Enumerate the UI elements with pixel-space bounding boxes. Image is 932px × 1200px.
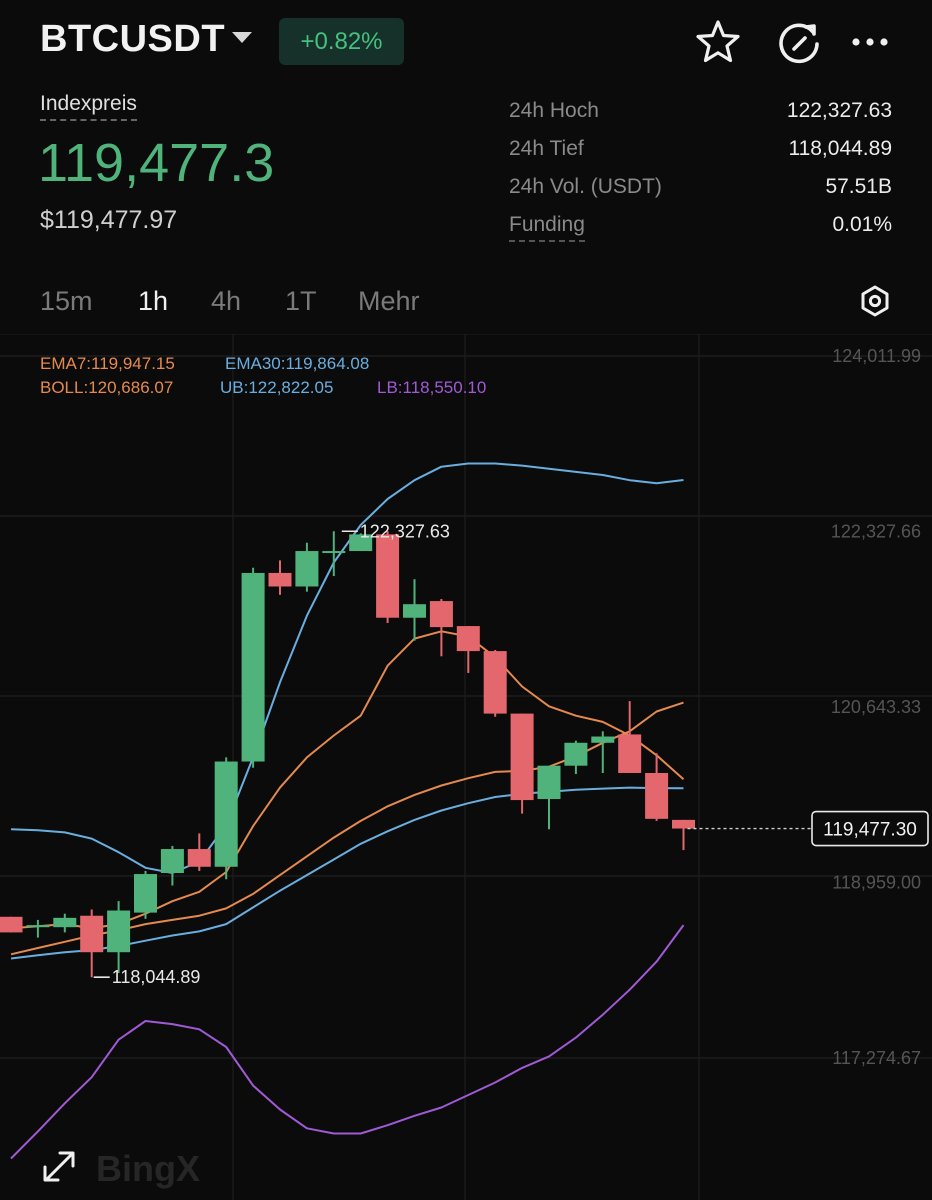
usd-price: $119,477.97 (40, 206, 178, 234)
candle-body (591, 736, 615, 743)
candle-body (214, 761, 238, 867)
stat-label-funding[interactable]: Funding (509, 213, 585, 242)
indicator-ema7: EMA7:119,947.15 (40, 354, 175, 373)
indicator-line-lb (10, 924, 685, 1160)
price-markers: 122,327.63 118,044.89 119,477.30 (93, 521, 929, 987)
candle (349, 533, 373, 552)
candle-body (537, 765, 561, 800)
candle-body (564, 742, 588, 766)
candle (672, 819, 695, 851)
candle (187, 833, 211, 871)
candle-body (268, 572, 292, 587)
candle-body (295, 551, 319, 587)
stat-label-24h-low: 24h Tief (509, 137, 584, 160)
y-axis-labels: 124,011.99 122,327.66 120,643.33 118,959.00… (831, 346, 921, 1068)
star-icon[interactable] (694, 18, 742, 66)
candle (322, 531, 346, 577)
candle-body (456, 626, 480, 652)
candle (564, 740, 588, 775)
candle-body (107, 910, 131, 953)
candle-body (403, 604, 426, 618)
candle (403, 579, 426, 641)
share-refresh-icon[interactable] (776, 18, 824, 66)
y-axis-tick-label: 120,643.33 (831, 697, 921, 717)
candle-body (0, 916, 23, 933)
candle (376, 531, 400, 623)
watermark-logo: BingX (96, 1148, 200, 1189)
candle-body (349, 534, 373, 552)
candle (0, 916, 23, 933)
indicator-line-ub (10, 462, 684, 874)
candle (429, 598, 453, 657)
candle (268, 560, 292, 595)
tab-timeframe-1h[interactable]: 1h (138, 286, 169, 316)
candles (0, 531, 695, 978)
candlestick-chart[interactable]: BingX 124,011.99 122,327.66 120,643.33 118,… (0, 334, 932, 1200)
tab-timeframe-1t[interactable]: 1T (285, 286, 317, 316)
candle-body (618, 734, 642, 773)
tab-timeframe-4h[interactable]: 4h (211, 286, 242, 316)
candle-body (376, 534, 400, 618)
tab-timeframe-15m[interactable]: 15m (40, 286, 93, 316)
candle (241, 567, 265, 768)
index-price-label[interactable]: Indexpreis (40, 92, 137, 121)
candle (645, 753, 669, 821)
y-axis-tick-label: 124,011.99 (832, 346, 921, 366)
tab-timeframe-more[interactable]: Mehr (358, 286, 420, 316)
candle-body (160, 849, 184, 874)
price-change-badge: +0.82% (279, 18, 404, 65)
candle-body (645, 772, 669, 819)
y-axis-tick-label: 118,959.00 (832, 873, 921, 893)
fullscreen-icon[interactable] (43, 1151, 75, 1182)
indicator-boll: BOLL:120,686.07 (40, 378, 173, 397)
current-price-box (811, 810, 929, 847)
candle (456, 626, 480, 673)
current-price-label: 119,477.30 (823, 820, 917, 841)
indicator-line-ema7 (10, 630, 685, 930)
indicator-lb: LB:118,550.10 (377, 378, 486, 397)
candle-body (241, 572, 265, 762)
y-axis-tick-label: 122,327.66 (831, 522, 921, 542)
indicator-lines (10, 462, 685, 1160)
candle (134, 870, 157, 919)
y-axis-tick-label: 117,274.67 (832, 1048, 921, 1068)
chevron-down-icon[interactable] (232, 32, 252, 43)
candle (537, 765, 561, 830)
candle (214, 757, 238, 880)
stat-value-funding: 0.01% (832, 213, 892, 236)
stat-value-24h-high: 122,327.63 (786, 99, 892, 122)
candle-body (483, 651, 507, 714)
candle (510, 713, 534, 814)
more-icon[interactable] (846, 18, 894, 66)
candle-body (80, 915, 104, 953)
stat-label-24h-volume: 24h Vol. (USDT) (509, 175, 662, 198)
candle (53, 913, 77, 933)
low-marker-label: 118,044.89 (112, 967, 201, 987)
candle (591, 731, 615, 773)
indicator-ub: UB:122,822.05 (220, 378, 333, 397)
candle (295, 542, 319, 592)
symbol-title[interactable]: BTCUSDT (40, 18, 226, 60)
candle-body (53, 917, 77, 928)
candle (618, 701, 642, 773)
candle-body (26, 925, 50, 928)
candle (483, 650, 507, 717)
candle-body (429, 601, 453, 628)
candle-body (672, 819, 695, 829)
candle (107, 901, 131, 974)
indicator-ema30: EMA30:119,864.08 (225, 354, 369, 373)
candle-body (134, 874, 157, 913)
index-price: 119,477.3 (38, 133, 275, 193)
candle (160, 845, 184, 886)
candle (80, 909, 104, 978)
stat-value-24h-volume: 57.51B (825, 175, 892, 198)
candle-body (322, 551, 346, 554)
candle (26, 919, 50, 938)
stat-value-24h-low: 118,044.89 (788, 137, 892, 160)
high-marker-label: 122,327.63 (360, 521, 450, 541)
stat-label-24h-high: 24h Hoch (509, 99, 599, 122)
candle-body (510, 713, 534, 801)
settings-icon[interactable] (858, 284, 892, 318)
candle-body (187, 849, 211, 867)
